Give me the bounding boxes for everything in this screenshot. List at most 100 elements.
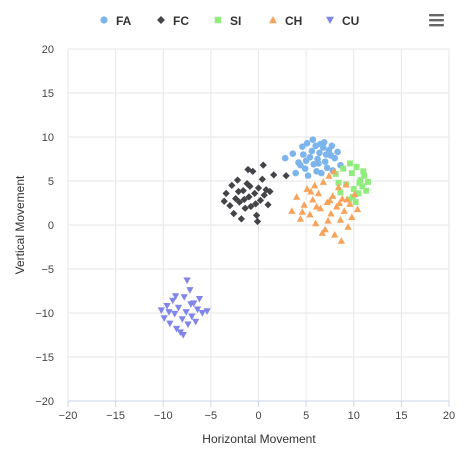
data-point — [237, 215, 245, 223]
data-point — [316, 149, 323, 157]
data-point — [171, 310, 179, 318]
data-point — [335, 199, 344, 206]
data-point — [246, 182, 254, 190]
data-point — [307, 187, 315, 195]
legend-symbol — [326, 16, 334, 24]
x-tick-label: 0 — [255, 410, 261, 422]
x-axis-title: Horizontal Movement — [202, 432, 316, 446]
data-point — [317, 140, 324, 148]
data-point — [309, 195, 317, 203]
data-point — [163, 302, 171, 310]
data-point — [281, 154, 289, 162]
data-point — [304, 172, 312, 180]
legend-label: FC — [173, 14, 189, 28]
hamburger-icon — [429, 14, 444, 27]
data-point — [180, 294, 188, 301]
data-point — [329, 192, 337, 199]
data-point — [323, 164, 331, 172]
legend-item-fa[interactable]: FA — [100, 14, 132, 28]
data-point — [193, 306, 202, 314]
data-point — [337, 189, 344, 196]
legend-label: SI — [230, 14, 241, 28]
data-point — [222, 189, 230, 197]
legend-item-fc[interactable]: FC — [157, 14, 189, 28]
data-point — [299, 151, 307, 158]
y-axis-ticks: −20 −15 −10 −5 0 5 10 15 20 — [35, 44, 54, 408]
data-point — [169, 297, 177, 305]
data-point — [351, 190, 359, 198]
data-point — [313, 168, 320, 175]
data-point — [316, 204, 325, 212]
data-point — [288, 207, 296, 214]
data-point — [348, 213, 356, 221]
data-point — [192, 318, 200, 326]
data-point — [240, 195, 248, 204]
legend-item-si[interactable]: SI — [214, 14, 242, 28]
x-axis-ticks: −20 −15 −10 −5 0 5 10 15 20 — [59, 401, 455, 422]
legend-symbol — [269, 16, 277, 24]
y-tick-label: −10 — [35, 308, 54, 320]
legend: FA FC SI CH CU — [100, 14, 359, 28]
data-point — [235, 198, 244, 206]
data-point — [289, 150, 297, 158]
data-point — [302, 157, 310, 165]
data-point — [270, 171, 278, 179]
data-point — [323, 198, 331, 206]
data-point — [233, 176, 242, 184]
data-point — [315, 160, 322, 167]
y-axis-title: Vertical Movement — [13, 175, 27, 274]
legend-symbol — [157, 16, 165, 24]
data-point — [352, 199, 359, 206]
data-point — [259, 161, 267, 169]
data-point — [172, 293, 180, 300]
data-point — [359, 183, 366, 190]
data-point — [232, 194, 240, 203]
data-point — [300, 201, 308, 208]
data-point — [245, 193, 253, 201]
y-tick-label: 0 — [48, 220, 54, 232]
data-point — [337, 237, 345, 244]
legend-item-cu[interactable]: CU — [326, 14, 359, 28]
legend-item-ch[interactable]: CH — [269, 14, 302, 28]
series-layer — [157, 136, 372, 339]
x-tick-label: −20 — [59, 410, 78, 422]
data-point — [338, 194, 346, 202]
x-tick-label: 5 — [303, 410, 309, 422]
data-point — [282, 172, 290, 180]
data-point — [348, 170, 355, 177]
legend-symbol — [100, 16, 108, 24]
series-cu — [157, 277, 211, 339]
data-point — [266, 187, 274, 196]
data-point — [325, 172, 333, 179]
y-tick-label: 5 — [48, 176, 54, 188]
data-point — [179, 332, 187, 339]
legend-label: CH — [285, 14, 302, 28]
data-point — [331, 154, 339, 162]
data-point — [327, 209, 335, 217]
y-tick-label: −5 — [41, 264, 54, 276]
data-point — [234, 187, 243, 196]
data-point — [344, 223, 352, 230]
chart-menu-button[interactable] — [425, 11, 447, 29]
legend-symbol — [214, 16, 222, 24]
data-point — [301, 165, 309, 172]
data-point — [188, 313, 196, 321]
x-tick-label: 15 — [395, 410, 407, 422]
data-point — [342, 180, 350, 188]
data-point — [256, 196, 265, 204]
data-point — [340, 165, 347, 172]
data-point — [309, 136, 317, 143]
data-point — [318, 229, 326, 236]
x-tick-label: −5 — [205, 410, 218, 422]
data-point — [241, 204, 249, 212]
data-point — [264, 201, 272, 209]
data-point — [258, 175, 266, 183]
data-point — [186, 287, 194, 294]
data-point — [312, 219, 320, 227]
data-point — [253, 217, 262, 226]
y-tick-label: 15 — [42, 88, 54, 100]
data-point — [356, 179, 363, 186]
data-point — [251, 189, 259, 197]
data-point — [334, 148, 341, 156]
data-point — [195, 295, 204, 303]
